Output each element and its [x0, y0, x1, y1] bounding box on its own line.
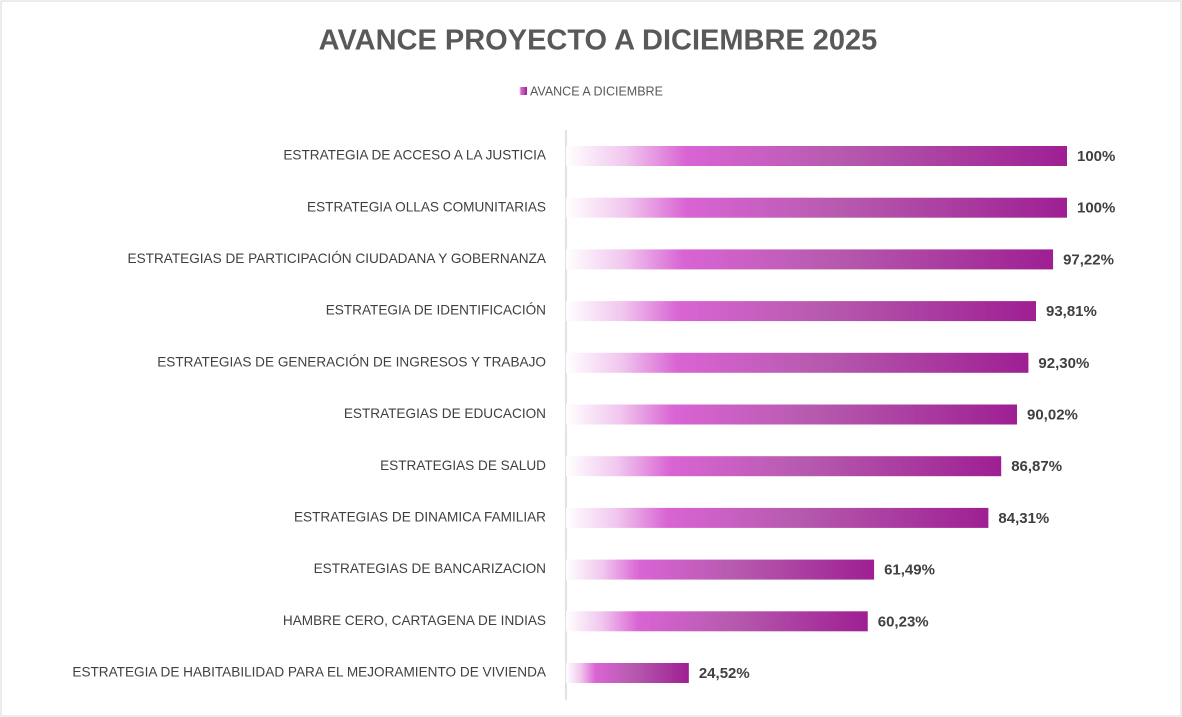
category-label: ESTRATEGIAS DE GENERACIÓN DE INGRESOS Y …: [157, 354, 546, 369]
data-label: 100%: [1077, 148, 1115, 165]
bar: [566, 456, 1002, 477]
category-label: ESTRATEGIA DE HABITABILIDAD PARA EL MEJO…: [72, 665, 547, 680]
data-label: 84,31%: [998, 510, 1049, 527]
bar: [566, 146, 1067, 166]
bar: [566, 301, 1036, 322]
bar: [566, 249, 1054, 270]
bar: [566, 611, 868, 632]
data-label: 92,30%: [1038, 355, 1089, 372]
bar: [566, 197, 1067, 218]
bar: [566, 507, 989, 528]
data-label: 61,49%: [884, 562, 935, 579]
bar: [566, 404, 1018, 425]
category-label: ESTRATEGIA DE IDENTIFICACIÓN: [326, 303, 546, 318]
category-label: HAMBRE CERO, CARTAGENA DE INDIAS: [283, 613, 546, 628]
category-label: ESTRATEGIAS DE EDUCACION: [344, 406, 546, 421]
data-label: 97,22%: [1063, 251, 1114, 268]
data-label: 90,02%: [1027, 406, 1078, 423]
bar: [566, 663, 689, 683]
chart-title: AVANCE PROYECTO A DICIEMBRE 2025: [319, 25, 878, 57]
data-label: 60,23%: [878, 613, 929, 630]
bar: [566, 352, 1029, 373]
data-label: 86,87%: [1011, 458, 1062, 475]
category-label: ESTRATEGIA DE ACCESO A LA JUSTICIA: [283, 148, 547, 163]
category-label: ESTRATEGIAS DE PARTICIPACIÓN CIUDADANA Y…: [128, 251, 547, 266]
category-label: ESTRATEGIAS DE SALUD: [380, 458, 546, 473]
bar: [566, 559, 875, 580]
category-label: ESTRATEGIAS DE BANCARIZACION: [314, 561, 546, 576]
data-label: 24,52%: [699, 665, 750, 682]
category-label: ESTRATEGIA OLLAS COMUNITARIAS: [307, 199, 546, 214]
legend-swatch: [519, 87, 527, 95]
legend-label: AVANCE A DICIEMBRE: [530, 84, 663, 98]
data-label: 100%: [1077, 200, 1115, 217]
category-label: ESTRATEGIAS DE DINAMICA FAMILIAR: [294, 509, 546, 524]
data-label: 93,81%: [1046, 303, 1097, 320]
